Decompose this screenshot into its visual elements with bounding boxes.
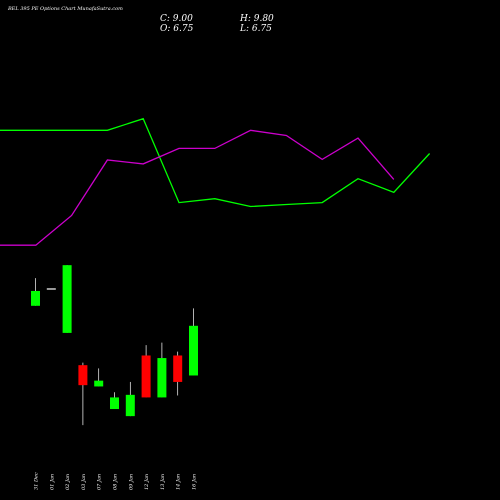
x-tick-label: 14 Jan [176, 474, 182, 490]
x-tick-label: 03 Jan [81, 474, 87, 490]
candle-body [62, 265, 72, 333]
candle-body [46, 288, 56, 290]
x-tick-label: 09 Jan [128, 474, 134, 490]
candle-body [78, 365, 88, 386]
candle [94, 368, 104, 387]
candle-body [110, 397, 119, 410]
candle [141, 345, 151, 398]
x-axis: 31 Dec 01 Jan 02 Jan 03 Jan 07 Jan 08 Jan 09 J… [34, 472, 198, 490]
open-value: O: 6.75 [160, 24, 194, 34]
candle [78, 362, 88, 426]
high-value: H: 9.80 [240, 14, 274, 24]
candle [31, 278, 40, 306]
band-lines [0, 117, 431, 246]
upper-band-line [0, 117, 431, 208]
candle [157, 342, 167, 398]
x-tick-label: 16 Jan [192, 474, 198, 490]
candles [31, 265, 198, 426]
x-tick-label: 07 Jan [97, 474, 103, 490]
candle [173, 351, 183, 396]
chart-title: BEL 395 PE Options Chart MunafaSutra.com [8, 6, 123, 12]
x-tick-label: 01 Jan [49, 474, 55, 490]
x-tick-label: 31 Dec [34, 472, 40, 490]
x-tick-label: 13 Jan [160, 474, 166, 490]
close-value: C: 9.00 [160, 14, 193, 24]
candle-body [94, 380, 104, 387]
candle-body [189, 325, 198, 376]
x-tick-label: 08 Jan [113, 474, 119, 490]
low-value: L: 6.75 [240, 24, 272, 34]
candle [189, 308, 198, 376]
candle-body [31, 290, 40, 306]
candle-body [141, 355, 151, 398]
x-tick-label: 02 Jan [65, 474, 71, 490]
candle [62, 265, 72, 333]
lower-band-line [0, 129, 395, 246]
candle-body [173, 355, 183, 382]
candle-body [157, 358, 167, 398]
x-tick-label: 12 Jan [144, 474, 150, 490]
candle-body [125, 394, 135, 417]
candle [46, 288, 56, 290]
candle [110, 392, 119, 410]
candle [125, 381, 135, 417]
